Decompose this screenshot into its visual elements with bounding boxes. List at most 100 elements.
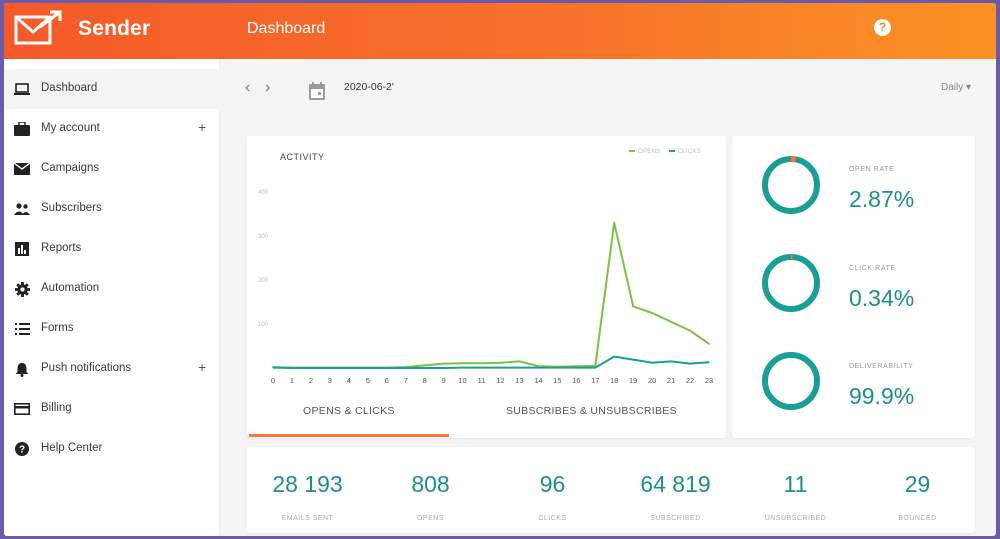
sidebar-item-dashboard[interactable]: Dashboard <box>4 69 220 109</box>
x-tick-label: 14 <box>534 376 542 385</box>
x-tick-label: 2 <box>309 376 313 385</box>
help-circle-icon: ? <box>14 441 30 457</box>
expand-plus-icon[interactable]: + <box>198 359 207 375</box>
sidebar-item-label: Reports <box>41 242 82 254</box>
data-point-clicks <box>632 358 634 361</box>
expand-plus-icon[interactable]: + <box>198 119 207 135</box>
x-tick-label: 17 <box>591 376 599 385</box>
x-tick-label: 1 <box>290 376 294 385</box>
y-tick-label: 400 <box>258 190 269 196</box>
date-picker-value[interactable]: 2020-06-2' <box>344 81 394 93</box>
data-point-clicks <box>594 366 597 369</box>
x-tick-label: 23 <box>705 376 713 385</box>
data-point-opens <box>499 361 502 364</box>
open-rate-value: 2.87% <box>849 186 915 212</box>
sidebar-item-subscribers[interactable]: Subscribers <box>4 189 220 229</box>
calendar-icon[interactable] <box>309 82 325 100</box>
stat-value: 64 819 <box>640 471 711 497</box>
x-tick-label: 12 <box>496 376 504 385</box>
prev-date-button[interactable]: ‹ <box>245 79 251 96</box>
data-point-opens <box>461 362 464 364</box>
data-point-opens <box>651 312 653 314</box>
x-tick-label: 10 <box>458 376 466 385</box>
data-point-clicks <box>708 361 710 364</box>
stat-label: OPENS <box>416 515 444 522</box>
gear-icon <box>14 281 30 297</box>
y-tick-label: 300 <box>258 234 269 240</box>
stat-subscribed: 64 819 SUBSCRIBED <box>615 447 736 533</box>
sidebar-item-push-notifications[interactable]: Push notifications + <box>4 349 220 389</box>
stat-value: 29 <box>904 471 931 497</box>
x-tick-label: 9 <box>442 376 446 385</box>
deliverability-label: DELIVERABILITY <box>849 363 914 370</box>
y-tick-label: 200 <box>258 278 269 284</box>
active-tab-indicator <box>249 434 449 437</box>
click-rate-value: 0.34% <box>849 285 915 311</box>
data-point-opens <box>518 360 521 363</box>
click-rate-donut <box>762 254 820 312</box>
sidebar-item-label: Subscribers <box>41 202 102 214</box>
data-point-clicks <box>556 366 559 369</box>
stat-label: EMAILS SENT <box>281 515 334 522</box>
tab-subscribes-unsubscribes[interactable]: SUBSCRIBES & UNSUBSCRIBES <box>506 405 677 417</box>
sidebar-item-my-account[interactable]: My account + <box>4 109 220 149</box>
data-point-clicks <box>423 367 426 369</box>
y-tick-label: 100 <box>258 322 269 328</box>
sidebar-item-label: Forms <box>41 322 74 334</box>
stat-label: SUBSCRIBED <box>650 515 701 522</box>
click-rate-label: CLICK RATE <box>849 265 896 272</box>
legend-item-clicks: CLICKS <box>668 149 701 155</box>
data-point-opens <box>613 222 616 224</box>
sidebar-item-help-center[interactable]: ? Help Center <box>4 429 220 469</box>
data-point-clicks <box>385 367 388 369</box>
list-icon <box>14 321 30 337</box>
stat-value: 11 <box>783 471 808 497</box>
x-tick-label: 3 <box>328 376 332 385</box>
stat-value: 28 193 <box>272 471 343 497</box>
data-point-clicks <box>613 355 616 358</box>
data-point-clicks <box>348 367 350 369</box>
data-point-clicks <box>537 366 540 369</box>
open-rate-donut <box>762 156 820 214</box>
help-icon[interactable]: ? <box>874 19 891 36</box>
data-point-clicks <box>480 366 483 369</box>
sidebar-item-forms[interactable]: Forms <box>4 309 220 349</box>
period-select[interactable]: Daily ▾ <box>941 82 972 93</box>
data-point-clicks <box>366 367 369 369</box>
sidebar-item-label: My account <box>41 122 100 134</box>
envelope-icon <box>14 161 30 177</box>
next-date-button[interactable]: › <box>265 79 271 96</box>
data-point-clicks <box>404 367 407 369</box>
top-bar: Sender Dashboard ? <box>4 3 996 59</box>
activity-chart-card: ACTIVITY OPENS CLICKS 100 200 300 400 0 1 2 3 4 5… <box>247 136 726 438</box>
stat-bounced: 29 BOUNCED <box>857 447 978 533</box>
data-point-clicks <box>499 366 502 369</box>
x-tick-label: 21 <box>667 376 675 385</box>
stat-emails-sent: 28 193 EMAILS SENT <box>247 447 368 533</box>
stat-label: CLICKS <box>538 515 567 522</box>
stat-opens: 808 OPENS <box>370 447 491 533</box>
x-tick-label: 8 <box>423 376 427 385</box>
x-tick-label: 6 <box>385 376 389 385</box>
data-point-clicks <box>272 366 274 369</box>
x-tick-label: 20 <box>648 376 656 385</box>
data-point-clicks <box>461 366 464 369</box>
data-point-clicks <box>575 366 578 369</box>
stat-unsubscribed: 11 UNSUBSCRIBED <box>735 447 856 533</box>
sidebar-item-label: Automation <box>41 282 100 294</box>
data-point-clicks <box>670 360 672 363</box>
credit-card-icon <box>14 401 30 417</box>
sidebar-item-billing[interactable]: Billing <box>4 389 220 429</box>
x-tick-label: 0 <box>271 376 275 385</box>
tab-opens-clicks[interactable]: OPENS & CLICKS <box>303 405 395 417</box>
x-tick-label: 18 <box>610 376 618 385</box>
sidebar-item-label: Push notifications <box>41 362 132 374</box>
sidebar-item-campaigns[interactable]: Campaigns <box>4 149 220 189</box>
data-point-opens <box>670 321 672 323</box>
laptop-icon <box>14 81 30 97</box>
sidebar-item-reports[interactable]: Reports <box>4 229 220 269</box>
sidebar-item-automation[interactable]: Automation <box>4 269 220 309</box>
open-rate-label: OPEN RATE <box>849 166 895 173</box>
svg-text:?: ? <box>19 445 25 456</box>
stat-label: BOUNCED <box>898 515 937 522</box>
